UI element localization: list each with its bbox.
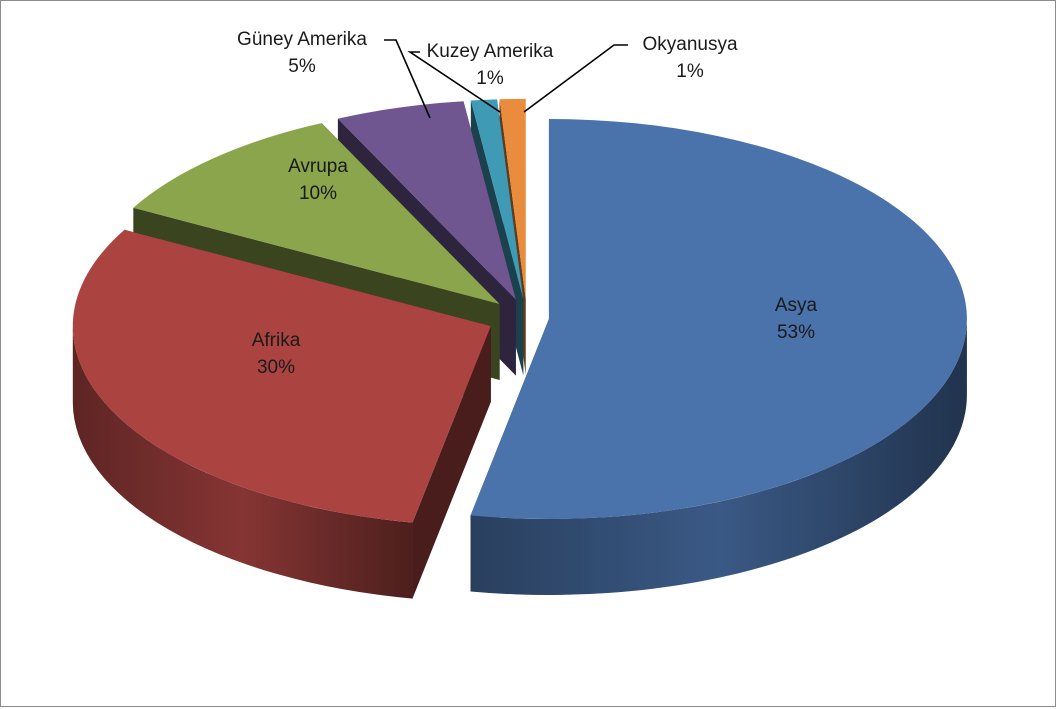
slice-value-label: 1% [676,61,704,82]
slice-label: Güney Amerika [237,29,367,50]
leader-line [384,39,431,119]
slice-label: Asya [775,295,818,316]
slice-label: Okyanusya [642,34,737,55]
slice-label: Avrupa [288,156,348,177]
slice-value-label: 1% [476,68,504,89]
slice-value-label: 30% [257,357,295,378]
slice-label: Afrika [252,330,301,351]
slice-value-label: 10% [299,183,337,204]
slice-value-label: 53% [777,322,815,343]
leader-line [407,51,501,113]
leader-line [523,44,628,113]
pie-slice-afrika [72,229,491,599]
pie-slice-asya [470,118,967,595]
slice-value-label: 5% [288,56,316,77]
slice-label: Kuzey Amerika [427,41,554,62]
